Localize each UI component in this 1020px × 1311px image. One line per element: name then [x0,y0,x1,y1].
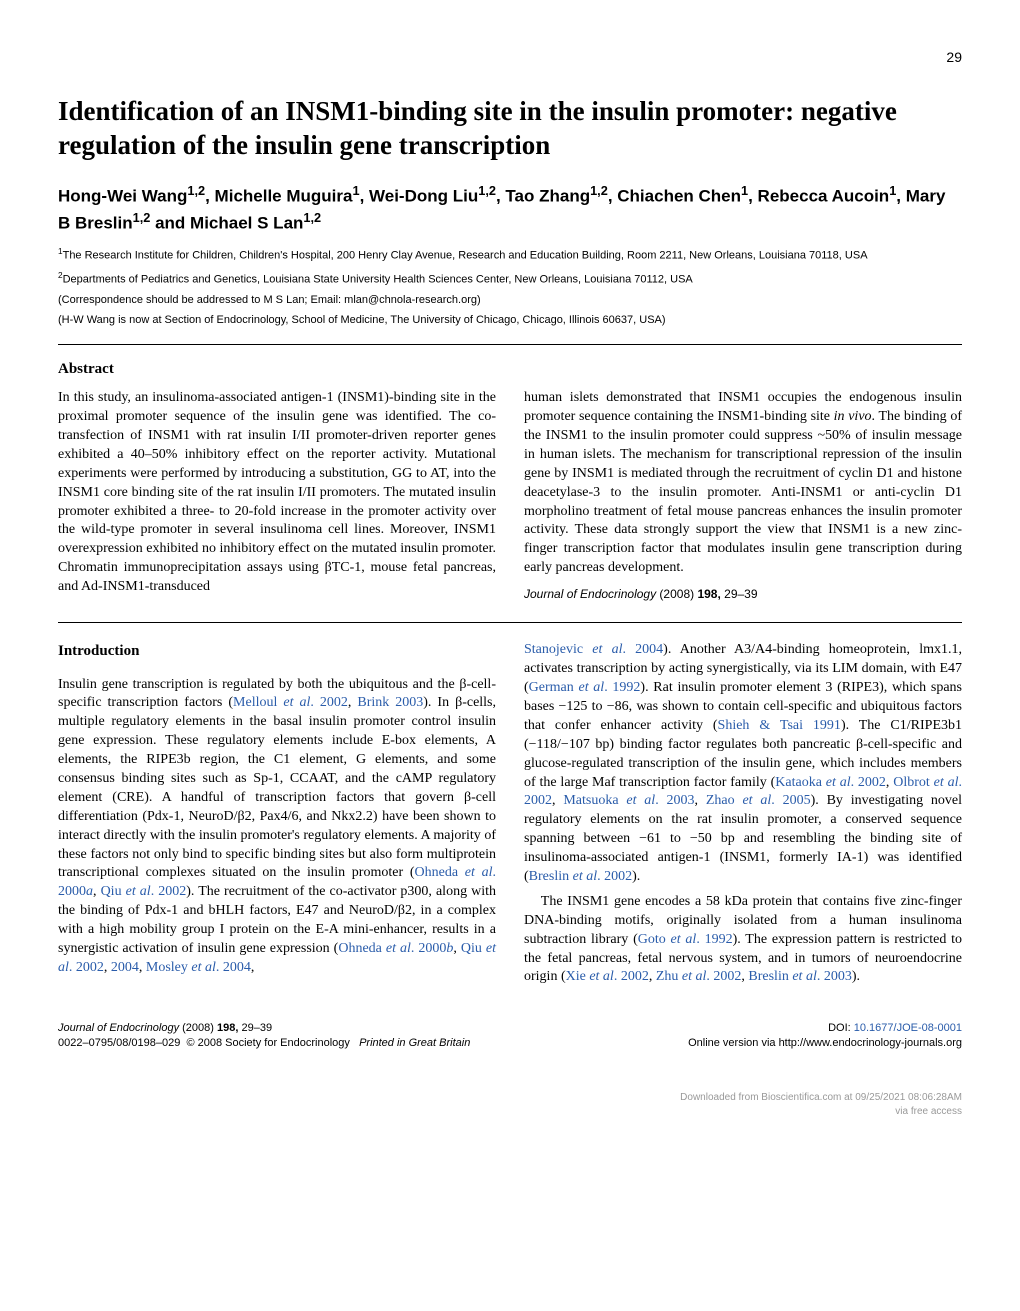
abstract-section: Abstract In this study, an insulinoma-as… [58,359,962,608]
page-number: 29 [58,48,962,67]
intro-text-right-p1: Stanojevic et al. 2004). Another A3/A4-b… [524,641,962,887]
intro-text-left: Insulin gene transcription is regulated … [58,676,496,978]
abstract-text-left: In this study, an insulinoma-associated … [58,389,496,597]
intro-text-right-p2: The INSM1 gene encodes a 58 kDa protein … [524,893,962,987]
abstract-col-right: human islets demonstrated that INSM1 occ… [524,389,962,608]
footer-left: Journal of Endocrinology (2008) 198, 29–… [58,1021,470,1051]
divider-top [58,344,962,345]
article-title: Identification of an INSM1-binding site … [58,95,962,163]
download-note-line2: via free access [895,1106,962,1117]
affiliation-1: 1The Research Institute for Children, Ch… [58,245,962,265]
abstract-text-right: human islets demonstrated that INSM1 occ… [524,389,962,578]
abstract-heading: Abstract [58,359,962,379]
introduction-heading: Introduction [58,641,496,661]
page-footer: Journal of Endocrinology (2008) 198, 29–… [58,1021,962,1051]
authors: Hong-Wei Wang1,2, Michelle Muguira1, Wei… [58,182,962,235]
journal-reference: Journal of Endocrinology (2008) 198, 29–… [524,586,962,602]
divider-mid [58,622,962,623]
intro-columns: Introduction Insulin gene transcription … [58,641,962,993]
footer-right: DOI: 10.1677/JOE-08-0001Online version v… [688,1021,962,1051]
affiliations-block: 1The Research Institute for Children, Ch… [58,245,962,330]
download-note-line1: Downloaded from Bioscientifica.com at 09… [680,1092,962,1103]
intro-col-right: Stanojevic et al. 2004). Another A3/A4-b… [524,641,962,993]
download-note: Downloaded from Bioscientifica.com at 09… [58,1091,962,1119]
affiliation-2: 2Departments of Pediatrics and Genetics,… [58,269,962,289]
author-now-at: (H-W Wang is now at Section of Endocrino… [58,312,962,330]
correspondence: (Correspondence should be addressed to M… [58,292,962,310]
intro-col-left: Introduction Insulin gene transcription … [58,641,496,993]
abstract-columns: In this study, an insulinoma-associated … [58,389,962,608]
abstract-col-left: In this study, an insulinoma-associated … [58,389,496,608]
